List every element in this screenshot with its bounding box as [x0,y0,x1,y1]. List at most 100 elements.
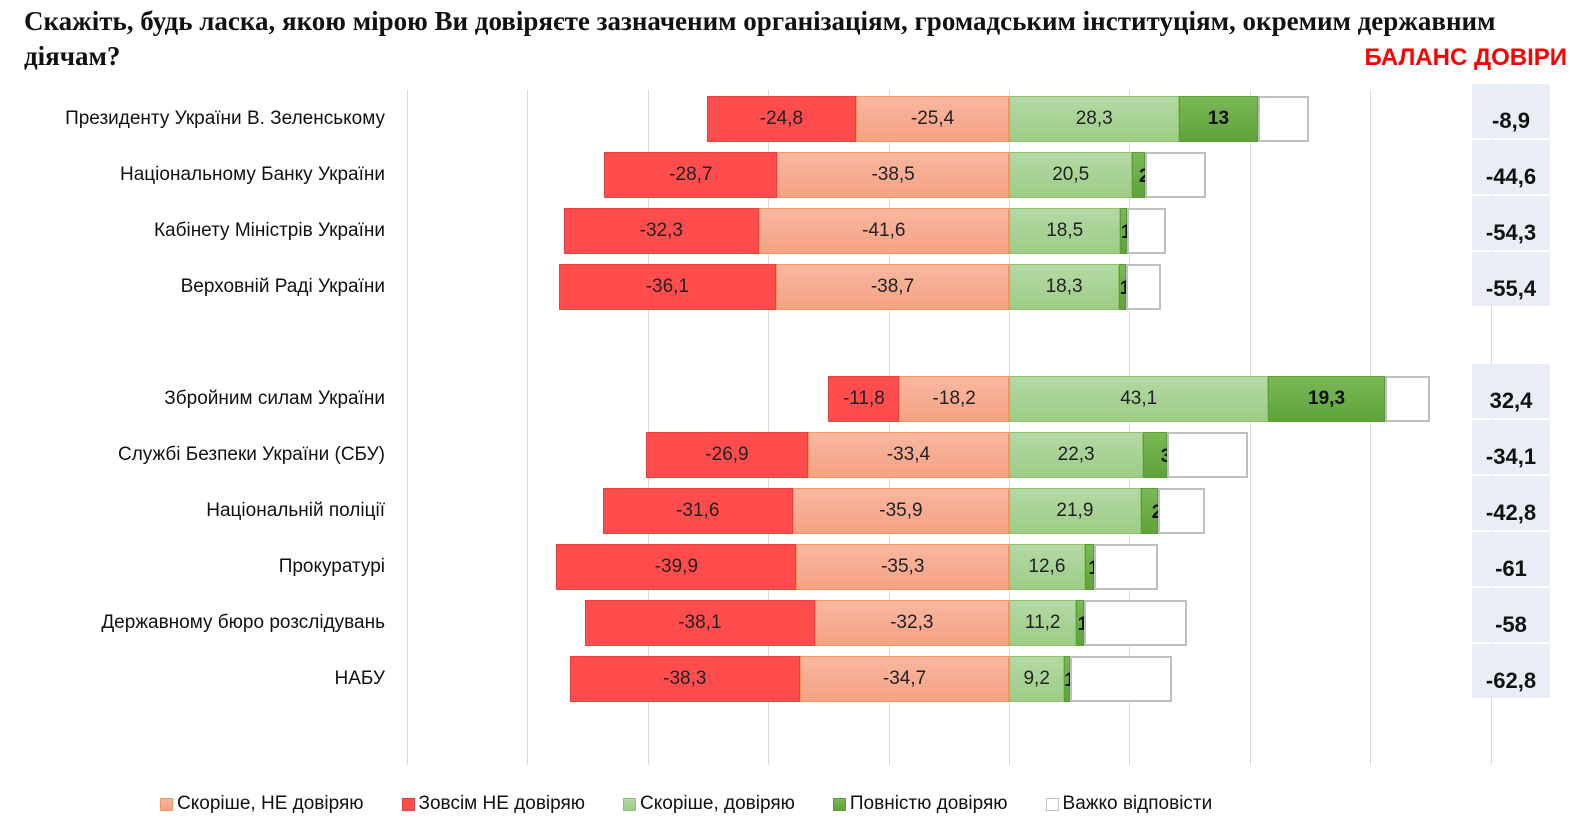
data-label: -25,4 [910,108,955,129]
category-label: Службі Безпеки України (СБУ) [117,444,385,465]
data-label: -32,3 [890,612,934,633]
bar-rather-distrust: -35,9 [792,488,1009,534]
gridline [527,90,528,765]
data-label: -32,3 [639,220,683,241]
balance-label: -58 [1495,612,1527,637]
data-label: -38,5 [871,164,915,185]
data-label: 20,5 [1052,164,1090,185]
bar-hard-to-say [1094,544,1159,590]
data-label: 1 [1064,670,1075,692]
bar-fully-trust: 19,3 [1268,376,1385,422]
data-label: -18,2 [932,388,976,409]
bar-rather-trust: 11,2 [1009,600,1077,646]
bar-rather-distrust: -41,6 [758,208,1009,254]
data-label: 18,3 [1045,276,1083,297]
balance-value: -42,8 [1472,476,1550,530]
data-label: 19,3 [1308,388,1346,409]
bar-hard-to-say [1070,656,1172,702]
bar-fully-trust [1119,264,1126,310]
balance-column-title: БАЛАНС ДОВІРИ [1364,44,1568,71]
legend-label: Важко відповісти [1062,793,1213,814]
bar-rather-trust: 43,1 [1009,376,1269,422]
gridline [768,90,769,765]
legend-label: Скоріше, довіряю [640,793,795,814]
chart-title: Скажіть, будь ласка, якою мірою Ви довір… [24,6,1496,71]
gridline [648,90,649,765]
bar-hard-to-say [1126,208,1167,254]
bar-fully-distrust: -24,8 [706,96,857,142]
bar-fully-trust: 13 [1179,96,1258,142]
legend-label: Повністю довіряю [849,793,1008,814]
bar-fully-trust [1132,152,1146,198]
bar-hard-to-say [1125,264,1161,310]
legend-swatch [623,797,637,811]
balance-value: -61 [1472,532,1550,586]
data-label: -36,1 [645,276,690,297]
gridline [1129,90,1130,765]
bar-hard-to-say [1257,96,1309,142]
data-label: 11,2 [1024,612,1061,633]
bar-hard-to-say [1083,600,1188,646]
legend-label: Скоріше, НЕ довіряю [177,793,364,814]
data-label: -38,3 [663,668,707,689]
data-label: -28,7 [669,164,713,185]
balance-value: -44,6 [1472,140,1550,194]
bar-rather-distrust: -38,7 [776,264,1009,310]
bar-fully-trust [1120,208,1127,254]
data-label: -31,6 [676,500,720,521]
data-label: 13 [1207,108,1230,129]
data-label: 22,3 [1057,444,1095,465]
bar-fully-trust [1140,488,1158,534]
bar-fully-distrust: -26,9 [645,432,808,478]
bar-hard-to-say [1157,488,1205,534]
balance-label: -54,3 [1485,220,1537,245]
bar-fully-trust [1084,544,1095,590]
legend-swatch [1045,797,1059,811]
legend-label: Зовсім НЕ довіряю [418,793,586,814]
bar-fully-trust [1076,600,1084,646]
data-label: 9,2 [1023,668,1050,689]
bar-rather-trust: 28,3 [1009,96,1180,142]
bar-fully-distrust: -39,9 [556,544,797,590]
bar-rather-distrust: -35,3 [796,544,1009,590]
bar-hard-to-say [1384,376,1431,422]
balance-value: -34,1 [1472,420,1550,474]
balance-label: -61 [1495,556,1527,581]
bar-rather-distrust: -18,2 [899,376,1009,422]
bar-rather-trust: 22,3 [1009,432,1144,478]
balance-label: 32,4 [1489,388,1533,413]
data-label: -38,7 [870,276,915,297]
bar-rather-trust: 12,6 [1009,544,1085,590]
balance-value: -58 [1472,588,1550,642]
bar-fully-distrust: -28,7 [604,152,778,198]
bar-fully-distrust: -38,3 [569,656,801,702]
data-label: -35,3 [881,556,925,577]
bar-rather-trust: 9,2 [1009,656,1065,702]
balance-value: -55,4 [1472,252,1550,306]
data-label: -33,4 [886,444,931,465]
data-label: -34,7 [882,668,927,689]
category-label: Верховній Раді України [180,276,385,297]
data-label: 43,1 [1120,388,1158,409]
gridline [1250,90,1251,765]
data-label: -39,9 [654,556,699,577]
category-label: Національній поліції [206,500,385,521]
bar-rather-trust: 20,5 [1009,152,1133,198]
data-label: -35,9 [879,500,923,521]
data-label: 28,3 [1075,108,1113,129]
bar-hard-to-say [1166,432,1248,478]
balance-label: -62,8 [1485,668,1537,693]
category-label: Збройним силам України [164,388,385,409]
balance-value: -8,9 [1472,84,1550,138]
bar-rather-distrust: -38,5 [777,152,1009,198]
gridline [1009,90,1010,765]
data-label: -41,6 [862,220,906,241]
bar-fully-distrust: -31,6 [602,488,793,534]
category-label: Кабінету Міністрів України [153,220,385,241]
data-label: 21,9 [1056,500,1094,521]
data-label: -26,9 [705,444,749,465]
bar-fully-trust [1064,656,1071,702]
gridline [407,90,408,765]
bar-rather-trust: 18,5 [1009,208,1121,254]
